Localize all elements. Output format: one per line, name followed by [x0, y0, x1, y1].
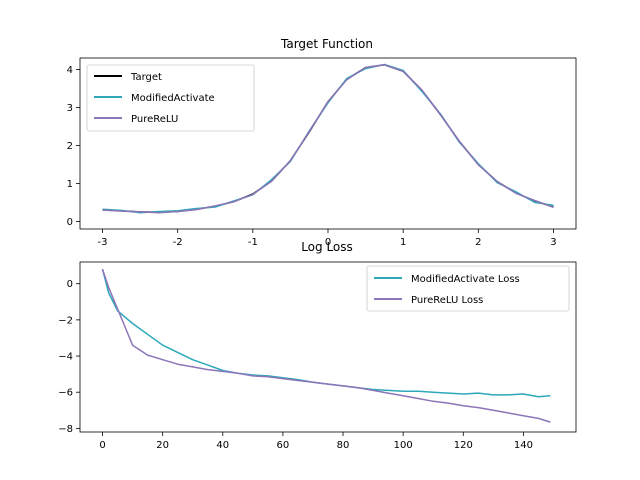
y-tick-label: −8	[58, 424, 73, 435]
x-axis: -3 -2 -1 0 1 2 3	[98, 229, 557, 248]
series-line	[101, 268, 551, 423]
series-layer	[102, 63, 554, 214]
chart-title: Log Loss	[301, 240, 353, 254]
log-loss-chart: Log Loss 0 20 40 60 80 100 120 140 0−2−4−6−8 Mo…	[58, 240, 577, 451]
x-axis: 0 20 40 60 80 100 120 140	[99, 432, 533, 451]
legend-box	[366, 265, 570, 312]
series-layer	[101, 268, 551, 423]
legend-box	[86, 64, 255, 132]
x-tick-label: -2	[173, 237, 183, 248]
x-tick-label: 40	[216, 440, 229, 451]
plot-frame	[79, 261, 577, 433]
legend-label: PureReLU	[131, 114, 178, 125]
series-line	[102, 64, 554, 214]
x-tick-label: 20	[156, 440, 169, 451]
legend-label: ModifiedActivate	[131, 93, 215, 104]
x-tick-label: 80	[337, 440, 350, 451]
x-tick-label: 140	[514, 440, 533, 451]
legend-label: PureReLU Loss	[411, 295, 483, 306]
legend: ModifiedActivate Loss PureReLU Loss	[366, 265, 570, 312]
chart-title: Target Function	[280, 37, 373, 51]
x-tick-label: 60	[277, 440, 290, 451]
y-tick-label: 0	[67, 279, 73, 290]
x-tick-label: -3	[98, 237, 108, 248]
y-tick-label: 2	[67, 141, 73, 152]
x-tick-label: -1	[248, 237, 258, 248]
legend: Target ModifiedActivate PureReLU	[86, 64, 255, 132]
legend-label: ModifiedActivate Loss	[411, 274, 520, 285]
y-tick-label: 4	[67, 65, 73, 76]
x-tick-label: 2	[475, 237, 481, 248]
y-axis: 0 −2 −4 −6 −8	[58, 279, 80, 435]
x-tick-label: 0	[325, 237, 331, 248]
y-tick-label: −4	[58, 352, 73, 363]
x-tick-label: 120	[454, 440, 473, 451]
y-tick-label: −2	[58, 315, 73, 326]
target-function-chart: Target Function -3 -2 -1 0 1 2 3 0 1 2 3 4 Target …	[67, 37, 577, 248]
y-tick-label: 1	[67, 179, 73, 190]
y-tick-label: 0	[67, 217, 73, 228]
x-tick-label: 1	[400, 237, 406, 248]
x-tick-label: 3	[550, 237, 556, 248]
y-tick-label: 3	[67, 103, 73, 114]
legend-label: Target	[130, 72, 162, 83]
y-axis: 0 1 2 3 4	[67, 65, 80, 228]
y-tick-label: −6	[58, 388, 73, 399]
x-tick-label: 100	[394, 440, 413, 451]
x-tick-label: 0	[99, 440, 105, 451]
